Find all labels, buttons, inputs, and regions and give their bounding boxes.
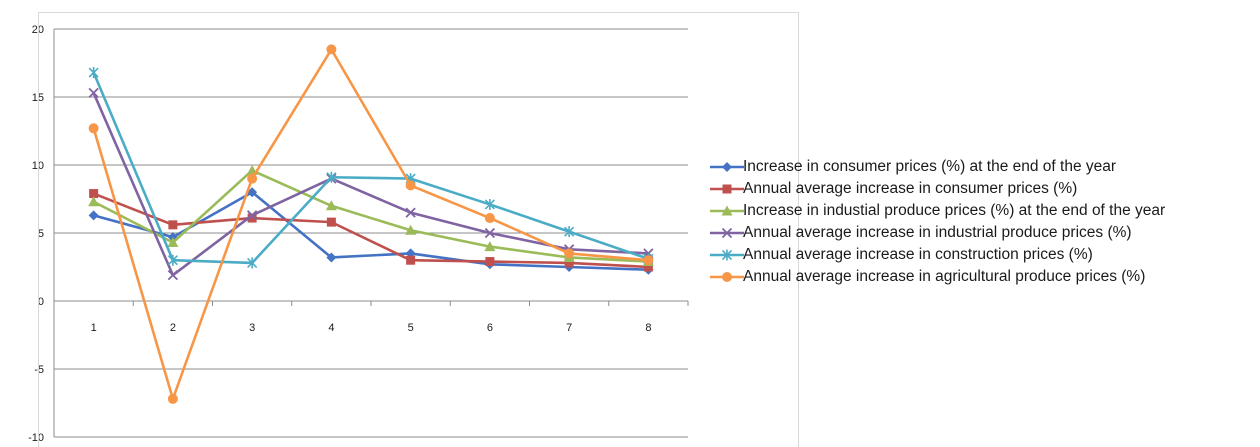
series-group — [88, 164, 654, 267]
data-point — [484, 227, 496, 239]
data-point — [643, 262, 653, 272]
legend-swatch-marker — [722, 272, 732, 282]
data-point — [88, 210, 99, 221]
data-point — [326, 252, 337, 263]
data-point — [88, 67, 99, 79]
data-point — [167, 254, 178, 266]
data-point — [405, 180, 416, 191]
data-point — [485, 257, 495, 267]
data-point — [167, 393, 178, 404]
legend-item: Annual average increase in consumer pric… — [709, 178, 1260, 200]
data-point — [89, 189, 99, 199]
data-point — [247, 187, 258, 198]
y-tick-label: 0 — [38, 296, 44, 308]
data-point — [484, 198, 495, 210]
series-line — [93, 192, 649, 269]
data-point — [564, 258, 574, 268]
x-tick-label: 5 — [408, 322, 414, 334]
y-tick-label: -10 — [28, 432, 44, 444]
data-point — [484, 241, 496, 252]
legend-swatch-marker — [721, 249, 733, 261]
data-point — [643, 255, 654, 266]
legend-label: Increase in industial produce prices (%)… — [743, 202, 1166, 219]
data-point — [88, 123, 99, 134]
legend-swatch-marker — [722, 184, 732, 194]
y-tick-label: 10 — [32, 160, 44, 172]
x-tick-label: 2 — [170, 322, 176, 334]
series-group — [89, 189, 653, 272]
data-point — [405, 224, 417, 235]
legend: Increase in consumer prices (%) at the e… — [709, 156, 1260, 288]
x-tick-label: 6 — [487, 322, 493, 334]
legend-swatch — [710, 249, 744, 261]
legend-item: Increase in industial produce prices (%)… — [709, 200, 1260, 222]
legend-swatch — [710, 162, 744, 172]
x-tick-label: 4 — [328, 322, 334, 334]
data-point — [405, 207, 416, 218]
y-tick-label: 20 — [32, 24, 44, 36]
data-point — [326, 217, 336, 227]
chart-canvas: 20 15 10 5 0 -5 -10 1 2 3 4 5 6 7 8 — [28, 24, 689, 444]
data-point — [246, 210, 258, 221]
data-point — [326, 171, 337, 183]
legend-label: Annual average increase in agricultural … — [743, 268, 1146, 285]
y-tick-label: 15 — [32, 92, 44, 104]
y-tick-label: 5 — [38, 228, 44, 240]
data-point — [564, 248, 575, 259]
legend-label: Increase in consumer prices (%) at the e… — [743, 158, 1117, 175]
series-line — [93, 169, 649, 263]
legend-swatch — [710, 272, 744, 282]
series-line — [92, 48, 649, 401]
x-tick-label: 8 — [645, 322, 651, 334]
data-point — [167, 270, 179, 281]
data-point — [88, 196, 100, 207]
legend-label: Annual average increase in industrial pr… — [743, 224, 1132, 241]
legend-label: Annual average increase in consumer pric… — [743, 180, 1078, 197]
x-tick-label: 1 — [91, 322, 97, 334]
y-tick-label: -5 — [34, 364, 44, 376]
legend-swatch — [710, 205, 744, 216]
data-point — [564, 226, 575, 238]
x-tick-label: 3 — [249, 322, 255, 334]
data-point — [326, 44, 337, 55]
data-point — [168, 220, 178, 230]
data-point — [247, 173, 258, 184]
data-point — [88, 87, 99, 99]
series-line — [92, 72, 649, 265]
series-line — [92, 92, 649, 277]
legend-item: Annual average increase in construction … — [709, 244, 1260, 266]
legend-item: Increase in consumer prices (%) at the e… — [709, 156, 1260, 178]
data-point — [484, 213, 495, 224]
legend-swatch-marker — [721, 227, 733, 239]
data-point — [406, 255, 416, 265]
legend-item: Annual average increase in industrial pr… — [709, 222, 1260, 244]
data-point — [325, 200, 337, 211]
x-tick-label: 7 — [566, 322, 572, 334]
data-point — [247, 213, 257, 223]
legend-swatch-marker — [721, 205, 733, 216]
legend-swatch — [710, 184, 744, 194]
data-point — [247, 257, 258, 269]
series-group — [88, 44, 654, 404]
legend-swatch — [710, 227, 744, 239]
legend-label: Annual average increase in construction … — [743, 246, 1093, 263]
legend-item: Annual average increase in agricultural … — [709, 266, 1260, 288]
line-chart: 20 15 10 5 0 -5 -10 1 2 3 4 5 6 7 8 — [28, 24, 689, 444]
legend-swatch-marker — [722, 162, 732, 172]
data-point — [167, 237, 179, 248]
